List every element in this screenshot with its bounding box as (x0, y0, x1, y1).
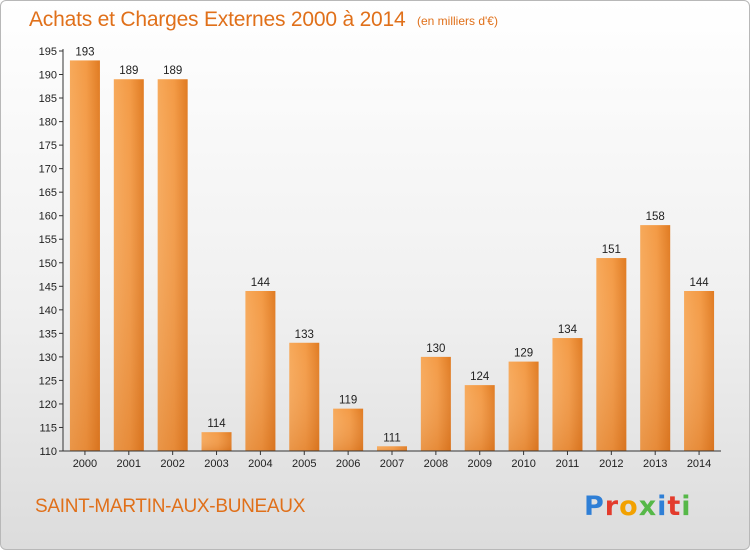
value-label: 158 (646, 211, 665, 223)
value-label: 144 (689, 277, 709, 289)
x-tick-label: 2009 (467, 458, 491, 470)
value-label: 189 (163, 65, 182, 77)
logo-letter: x (638, 491, 658, 522)
x-tick-label: 2011 (556, 458, 580, 470)
logo-letter: o (619, 491, 639, 522)
logo-letter: i (681, 491, 692, 522)
chart-title: Achats et Charges Externes 2000 à 2014 (29, 8, 406, 31)
x-tick-label: 2001 (117, 458, 141, 470)
y-tick-label: 145 (39, 281, 57, 293)
value-label: 124 (470, 371, 490, 383)
x-tick-label: 2012 (599, 458, 623, 470)
value-label: 193 (75, 46, 94, 58)
y-tick-label: 165 (39, 187, 57, 199)
x-tick-label: 2007 (380, 458, 404, 470)
x-tick-label: 2006 (336, 458, 360, 470)
x-tick-label: 2014 (687, 458, 711, 470)
value-label: 144 (251, 277, 271, 289)
bar-shade-2008 (420, 356, 451, 451)
y-tick-label: 170 (39, 164, 57, 176)
proxiti-logo: Proxiti (584, 491, 692, 522)
value-label: 133 (295, 329, 314, 341)
y-tick-label: 125 (39, 375, 57, 387)
bar-shade-2003 (201, 432, 232, 451)
value-label: 111 (383, 432, 400, 444)
value-label: 114 (207, 418, 226, 430)
bar-shade-2013 (640, 225, 671, 451)
y-tick-label: 140 (39, 305, 57, 317)
chart-subtitle: (en milliers d'€) (417, 14, 498, 28)
value-label: 134 (558, 324, 578, 336)
x-tick-label: 2010 (511, 458, 535, 470)
y-tick-label: 135 (39, 328, 57, 340)
bar-shade-2011 (552, 338, 583, 451)
logo-letter: r (604, 491, 620, 522)
logo-letter: P (584, 491, 605, 522)
bar-shade-2006 (333, 408, 364, 451)
x-tick-label: 2002 (160, 458, 184, 470)
y-tick-label: 150 (39, 258, 57, 270)
bar-shade-2004 (245, 291, 276, 451)
y-tick-label: 110 (39, 446, 57, 458)
bar-shade-2012 (596, 258, 627, 451)
commune-name: SAINT-MARTIN-AUX-BUNEAUX (35, 496, 306, 517)
y-tick-label: 180 (39, 117, 57, 129)
x-tick-label: 2008 (424, 458, 448, 470)
bar-shade-2005 (289, 342, 320, 451)
value-label: 129 (514, 348, 533, 360)
y-tick-label: 195 (39, 46, 57, 58)
y-tick-label: 185 (39, 93, 57, 105)
bar-shade-2014 (684, 291, 715, 451)
logo-letter: t (667, 491, 682, 522)
bar-shade-2000 (69, 60, 100, 451)
bar-shade-2002 (157, 79, 188, 451)
value-label: 130 (426, 343, 445, 355)
y-tick-label: 175 (39, 140, 57, 152)
x-tick-label: 2004 (248, 458, 272, 470)
value-label: 151 (602, 244, 621, 256)
y-tick-label: 120 (39, 399, 57, 411)
x-tick-label: 2013 (643, 458, 667, 470)
x-tick-label: 2000 (73, 458, 97, 470)
y-tick-label: 160 (39, 211, 57, 223)
x-tick-label: 2005 (292, 458, 316, 470)
bar-shade-2001 (113, 79, 144, 451)
bar-shade-2007 (377, 446, 407, 451)
y-tick-label: 115 (39, 422, 57, 434)
y-tick-label: 130 (39, 352, 57, 364)
bar-shade-2009 (464, 385, 495, 451)
y-tick-label: 190 (39, 70, 57, 82)
logo-letter: i (657, 491, 668, 522)
y-tick-label: 155 (39, 234, 57, 246)
value-label: 189 (119, 65, 138, 77)
bar-shade-2010 (508, 361, 539, 451)
value-label: 119 (339, 395, 357, 407)
x-tick-label: 2003 (204, 458, 228, 470)
